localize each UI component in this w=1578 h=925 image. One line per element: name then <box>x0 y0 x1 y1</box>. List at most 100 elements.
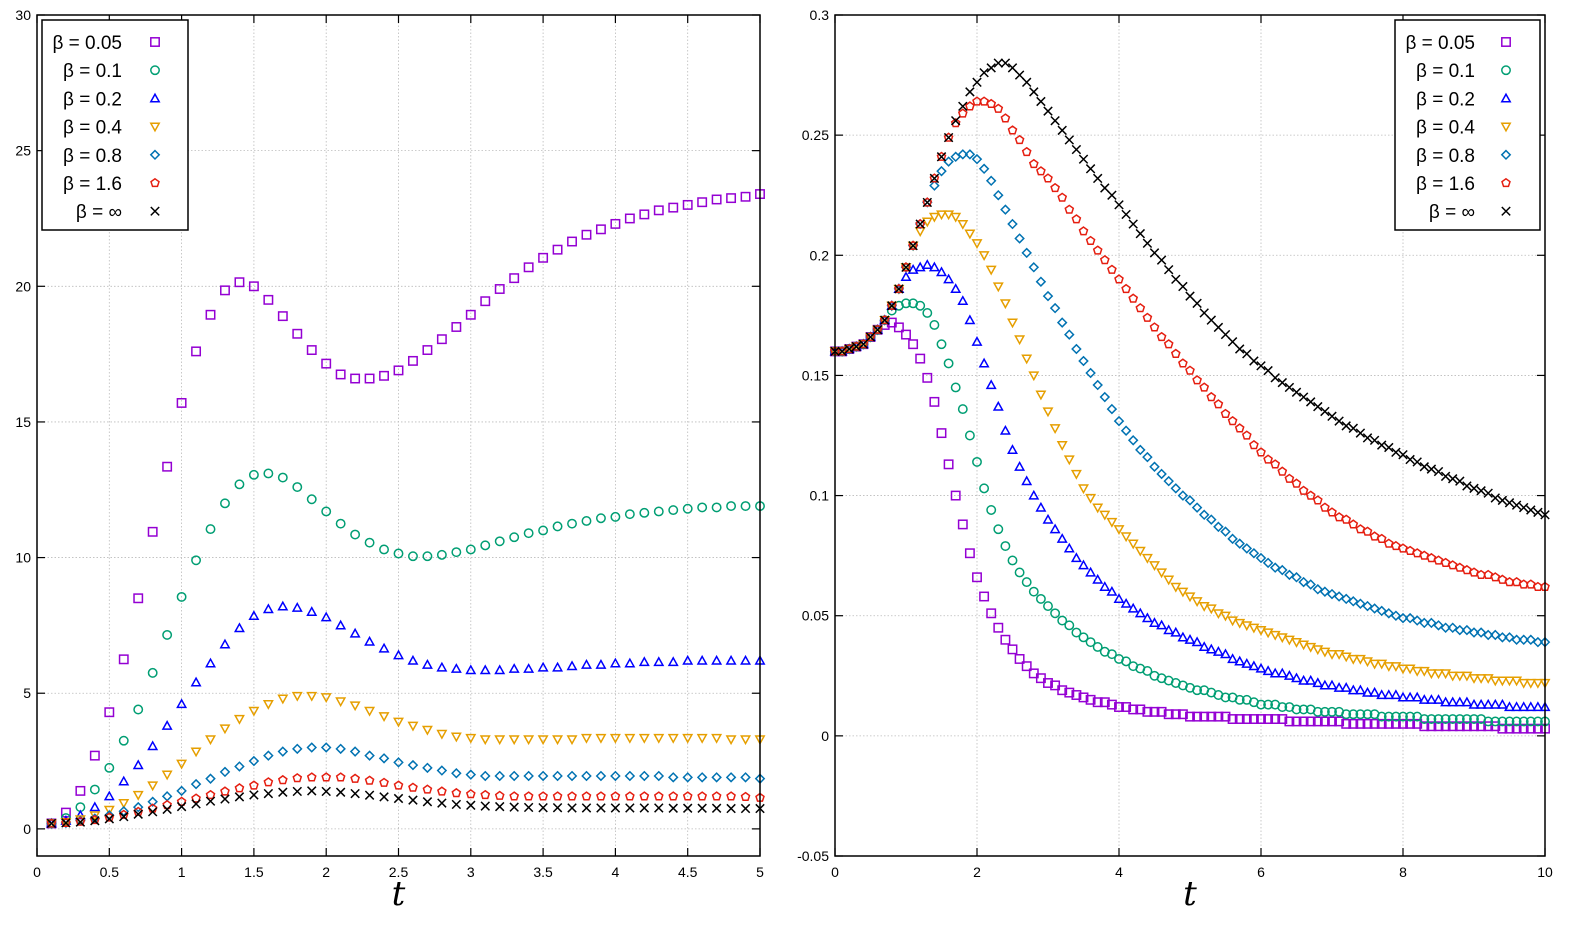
data-point <box>1291 672 1302 683</box>
data-point <box>1276 633 1288 644</box>
data-point <box>624 770 636 782</box>
data-point <box>1312 677 1324 688</box>
data-point <box>89 784 100 795</box>
data-point <box>1405 545 1415 555</box>
data-point <box>1391 540 1401 551</box>
data-point <box>610 218 621 229</box>
data-point <box>1156 568 1168 579</box>
data-point <box>335 518 346 529</box>
data-point <box>307 786 317 796</box>
data-point <box>1007 318 1018 329</box>
data-point <box>1525 579 1536 589</box>
data-point <box>1234 655 1246 666</box>
data-point <box>1263 365 1273 376</box>
data-point <box>894 284 904 294</box>
data-point <box>943 132 954 143</box>
y-tick-label: 15 <box>15 414 31 430</box>
data-point <box>922 197 933 208</box>
data-point <box>494 790 505 800</box>
legend-label: β = 0.05 <box>1405 33 1475 54</box>
data-point <box>986 63 996 73</box>
data-point <box>921 259 933 270</box>
data-point <box>1185 711 1195 722</box>
data-point <box>552 661 564 672</box>
x-tick-label: 0.5 <box>100 864 120 880</box>
data-point <box>1291 704 1302 715</box>
data-point <box>450 732 462 743</box>
data-point <box>740 791 751 802</box>
series-2 <box>45 600 766 828</box>
data-point <box>104 814 115 824</box>
data-point <box>494 770 505 782</box>
data-point <box>581 803 592 813</box>
data-point <box>263 777 274 787</box>
data-point <box>1455 476 1465 486</box>
data-point <box>306 494 317 505</box>
series-4 <box>829 149 1551 648</box>
data-point <box>1447 560 1458 570</box>
data-point <box>1383 689 1395 700</box>
data-point <box>1085 367 1096 379</box>
data-point <box>1170 626 1182 637</box>
data-point <box>1283 635 1295 646</box>
data-point <box>1348 718 1359 729</box>
data-point <box>1057 125 1067 136</box>
data-point <box>234 277 245 288</box>
data-point <box>364 750 375 761</box>
data-point <box>408 551 418 562</box>
data-point <box>335 697 347 708</box>
data-point <box>1206 391 1217 402</box>
data-point <box>950 212 962 223</box>
data-point <box>936 165 947 177</box>
data-point <box>914 261 926 272</box>
data-point <box>581 516 592 526</box>
data-point <box>393 548 404 559</box>
data-point <box>1319 586 1331 597</box>
data-point <box>1078 559 1089 570</box>
data-point <box>1014 654 1025 664</box>
data-point <box>1234 423 1245 433</box>
data-point <box>1114 200 1124 210</box>
data-point <box>75 817 86 827</box>
data-point <box>190 778 202 790</box>
data-point <box>1433 555 1444 565</box>
data-point <box>653 770 665 782</box>
data-point <box>89 750 100 761</box>
data-point <box>566 770 578 782</box>
data-point <box>133 809 143 819</box>
data-point <box>1277 377 1288 388</box>
data-point <box>162 804 172 815</box>
data-point <box>638 656 650 667</box>
data-point <box>1078 692 1089 703</box>
data-point <box>654 803 664 813</box>
data-point <box>1248 547 1260 559</box>
x-tick-label: 1 <box>178 864 186 880</box>
data-point <box>133 704 144 715</box>
data-point <box>1525 723 1536 734</box>
data-point <box>653 205 664 216</box>
data-point <box>1319 706 1330 717</box>
data-point <box>653 791 664 801</box>
data-point <box>132 790 144 801</box>
data-point <box>1256 714 1266 724</box>
data-point <box>844 344 854 354</box>
data-point <box>1504 676 1515 687</box>
data-point <box>1447 714 1458 724</box>
data-point <box>1298 392 1309 402</box>
data-point <box>943 156 954 167</box>
data-point <box>1149 617 1160 628</box>
data-point <box>1007 218 1018 230</box>
data-point <box>1099 697 1110 708</box>
data-point <box>1063 542 1075 553</box>
data-point <box>1206 315 1217 325</box>
data-point <box>1177 709 1188 720</box>
data-point <box>1454 671 1466 682</box>
data-point <box>979 591 990 602</box>
data-point <box>451 322 462 332</box>
data-point <box>132 759 144 770</box>
data-point <box>1071 144 1082 155</box>
data-point <box>711 772 722 783</box>
data-point <box>610 803 621 813</box>
data-point <box>1419 550 1430 560</box>
data-point <box>1483 716 1494 727</box>
